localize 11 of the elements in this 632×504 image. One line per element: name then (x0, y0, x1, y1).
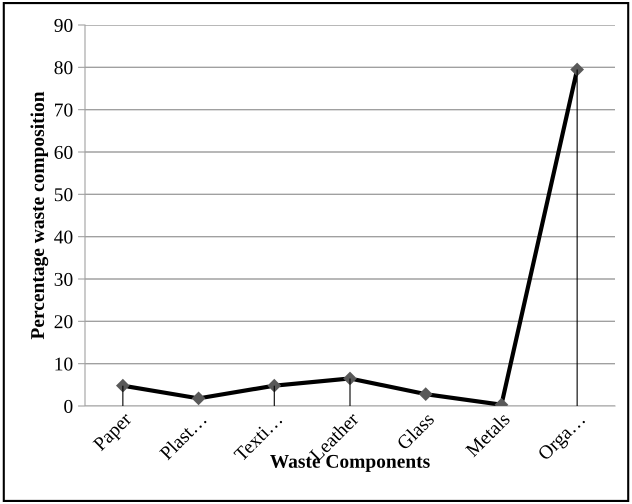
y-tick-label: 60 (54, 146, 72, 159)
y-tick-label: 40 (54, 230, 72, 244)
y-tick-label: 20 (54, 315, 72, 328)
y-axis-title: Percentage waste composition (30, 92, 48, 340)
y-tick-label: 30 (54, 272, 72, 286)
y-tick-label: 70 (55, 103, 72, 117)
y-tick-label: 10 (55, 357, 72, 371)
y-tick-label: 80 (54, 61, 72, 74)
y-tick-label: 50 (54, 188, 72, 202)
y-tick-label: 90 (54, 18, 72, 32)
y-tick-label: 0 (64, 400, 72, 413)
